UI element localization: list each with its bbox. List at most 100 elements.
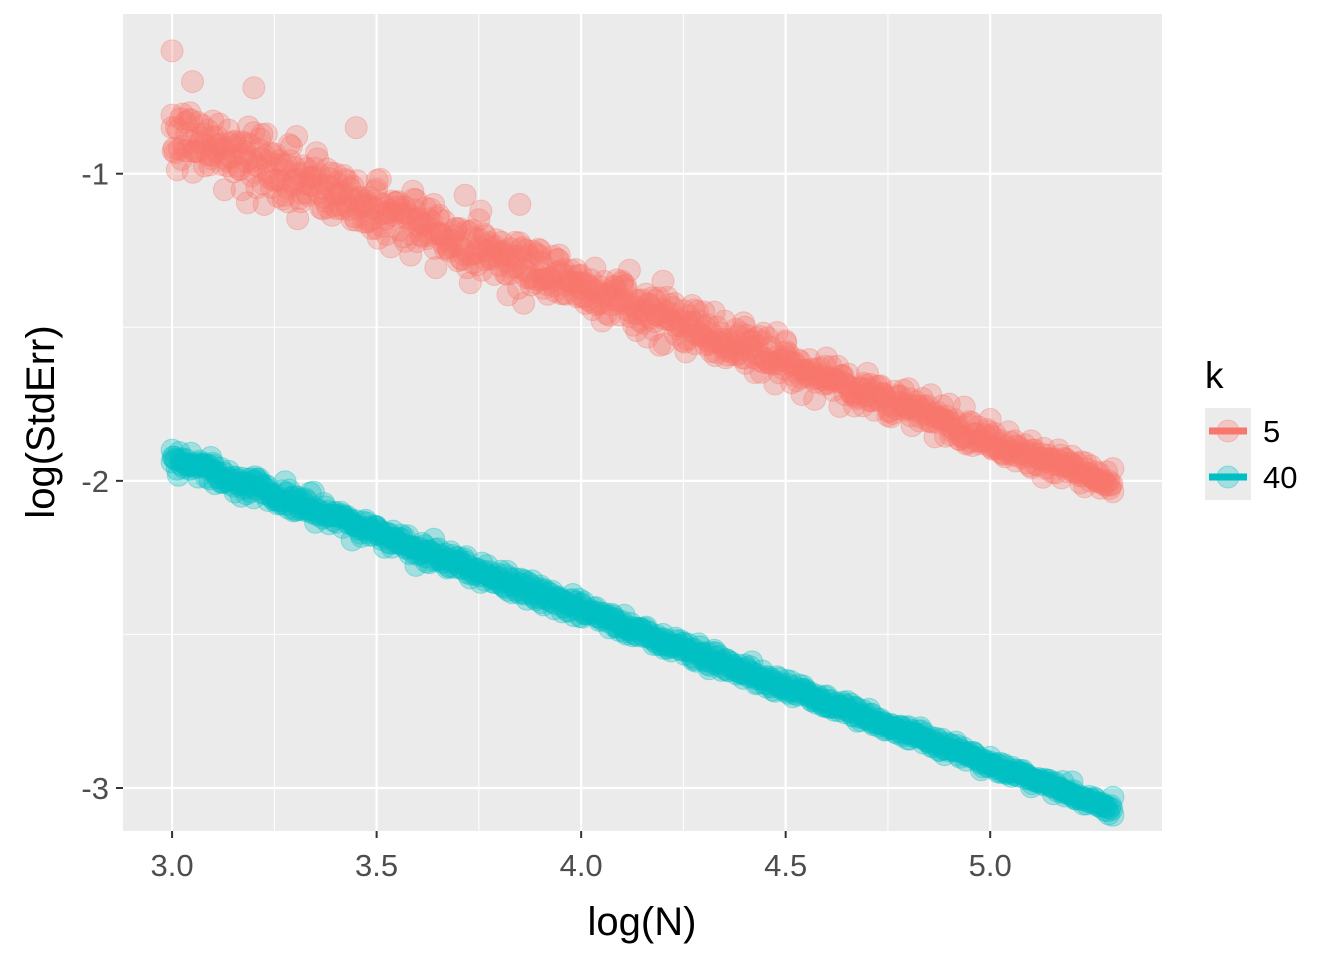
data-point [1086,470,1110,494]
data-point [525,581,549,605]
data-point [562,604,586,628]
data-point [940,419,964,443]
data-point [811,368,835,392]
data-point [1037,447,1061,471]
data-point [603,275,627,299]
data-point [794,358,818,382]
data-point [180,453,204,477]
data-point [992,753,1016,776]
data-point [986,437,1010,461]
data-point [256,489,280,512]
data-point [349,186,372,209]
data-point [447,554,471,578]
data-point [1081,791,1105,815]
data-point [737,665,761,689]
data-point [1098,477,1122,500]
data-point [1057,454,1081,478]
data-point [636,625,660,649]
data-point [957,412,980,436]
data-point [1035,771,1059,795]
data-point [232,471,256,495]
data-point [965,429,989,453]
data-point [276,496,300,520]
data-point [628,309,652,333]
data-point [943,408,967,432]
data-point [1059,451,1083,475]
data-point [406,208,429,232]
data-point [1069,471,1092,495]
data-point [457,220,481,244]
data-point [658,307,682,331]
data-point [616,293,640,317]
x-tick-label: 3.0 [151,848,194,883]
series-40 [160,438,1125,827]
data-point [409,541,433,565]
data-point [1038,447,1062,471]
data-point [695,641,719,664]
data-point [370,522,394,546]
data-point [1049,776,1073,800]
data-point [172,134,196,158]
data-point [861,713,885,737]
data-point [1013,433,1037,457]
data-point [408,210,432,234]
data-point [283,156,307,180]
data-point [252,473,276,497]
data-point [603,614,627,638]
data-point [1081,465,1105,489]
data-point [322,501,346,525]
data-point [1097,469,1121,493]
data-point [462,558,485,582]
data-point [621,301,645,325]
data-point [411,540,435,564]
data-point [268,491,292,515]
data-point [900,414,924,438]
data-point [968,751,992,775]
data-point [713,309,737,333]
data-point [606,616,630,640]
data-point [699,649,723,673]
data-point [418,551,441,575]
data-point [293,161,317,185]
data-point [919,725,943,749]
data-point [161,445,185,469]
data-point [917,730,941,754]
data-point [175,122,199,146]
data-point [634,282,658,306]
data-point [494,249,518,273]
data-point [1077,462,1101,486]
data-point [528,239,552,262]
data-point [1073,786,1097,810]
data-point [398,222,422,246]
data-point [202,459,226,483]
data-point [842,394,866,418]
data-point [828,395,852,418]
data-point [586,278,610,302]
data-point [334,190,358,214]
data-point [747,324,771,348]
data-point [878,712,902,736]
data-point [778,350,801,374]
data-point [604,278,628,302]
data-point [288,186,312,210]
data-point [690,641,714,665]
data-point [706,329,730,353]
data-point [875,714,899,738]
data-point [827,370,851,394]
data-point [612,288,636,312]
data-point [571,590,595,614]
data-point [762,669,786,693]
data-point [936,413,960,437]
data-point [734,656,758,680]
data-point [612,603,636,627]
data-point [560,588,584,612]
data-point [362,196,386,219]
data-point [886,383,910,407]
data-point [559,589,583,612]
data-point [277,133,301,156]
data-point [386,531,410,555]
data-point [895,716,919,740]
data-point [597,604,620,628]
data-point [263,484,287,508]
data-point [1037,768,1061,792]
